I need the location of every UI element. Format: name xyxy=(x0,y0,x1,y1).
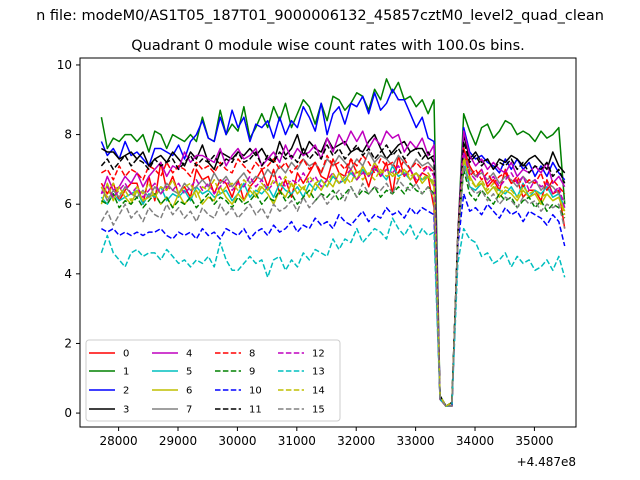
series-line-13 xyxy=(100,217,566,407)
legend-label-3: 3 xyxy=(123,405,129,416)
series-line-10 xyxy=(101,193,566,407)
series-line-9 xyxy=(101,168,566,407)
legend-label-13: 13 xyxy=(312,367,325,378)
series-line-7 xyxy=(100,151,566,407)
chart-title: Quadrant 0 module wise count rates with … xyxy=(131,38,525,54)
legend-label-14: 14 xyxy=(312,386,325,397)
legend-label-7: 7 xyxy=(186,405,192,416)
series-line-14 xyxy=(100,158,566,407)
x-tick-label: 29000 xyxy=(159,434,197,448)
y-tick-label: 2 xyxy=(64,336,72,350)
x-tick-label: 31000 xyxy=(278,434,316,448)
series-group xyxy=(100,78,566,407)
legend-label-6: 6 xyxy=(186,386,192,397)
series-line-2 xyxy=(100,88,566,407)
legend-label-10: 10 xyxy=(249,386,262,397)
x-tick-label: 34000 xyxy=(456,434,494,448)
x-offset-label: +4.487e8 xyxy=(517,455,576,469)
y-tick-label: 4 xyxy=(64,267,72,281)
legend-label-1: 1 xyxy=(123,367,129,378)
legend-label-0: 0 xyxy=(123,349,129,360)
y-tick-label: 0 xyxy=(64,406,72,420)
legend-label-5: 5 xyxy=(186,367,192,378)
series-line-12 xyxy=(100,151,566,407)
series-line-1 xyxy=(100,78,566,407)
legend-box xyxy=(85,339,341,422)
series-line-8 xyxy=(101,147,566,407)
y-tick-label: 6 xyxy=(64,197,72,211)
y-tick-label: 8 xyxy=(64,128,72,142)
x-tick-label: 32000 xyxy=(337,434,375,448)
plot-frame xyxy=(79,57,577,428)
x-tick-label: 28000 xyxy=(100,434,138,448)
legend-label-4: 4 xyxy=(186,349,192,360)
figure-suptitle: n file: modeM0/AS1T05_187T01_9000006132_… xyxy=(36,8,604,24)
legend-label-8: 8 xyxy=(249,349,255,360)
x-tick-label: 35000 xyxy=(515,434,553,448)
series-line-11 xyxy=(100,140,566,407)
x-tick-label: 30000 xyxy=(218,434,256,448)
legend-label-9: 9 xyxy=(249,367,255,378)
y-tick-label: 10 xyxy=(57,58,72,72)
legend-label-2: 2 xyxy=(123,386,129,397)
x-axis: 28000 29000 30000 31000 32000 33000 34000 35000 xyxy=(100,427,554,448)
x-tick-label: 33000 xyxy=(397,434,435,448)
legend-label-15: 15 xyxy=(312,405,325,416)
legend-label-11: 11 xyxy=(249,405,262,416)
series-line-15 xyxy=(100,165,566,407)
legend-label-12: 12 xyxy=(312,349,325,360)
y-axis: 0 2 4 6 8 10 xyxy=(57,58,80,420)
